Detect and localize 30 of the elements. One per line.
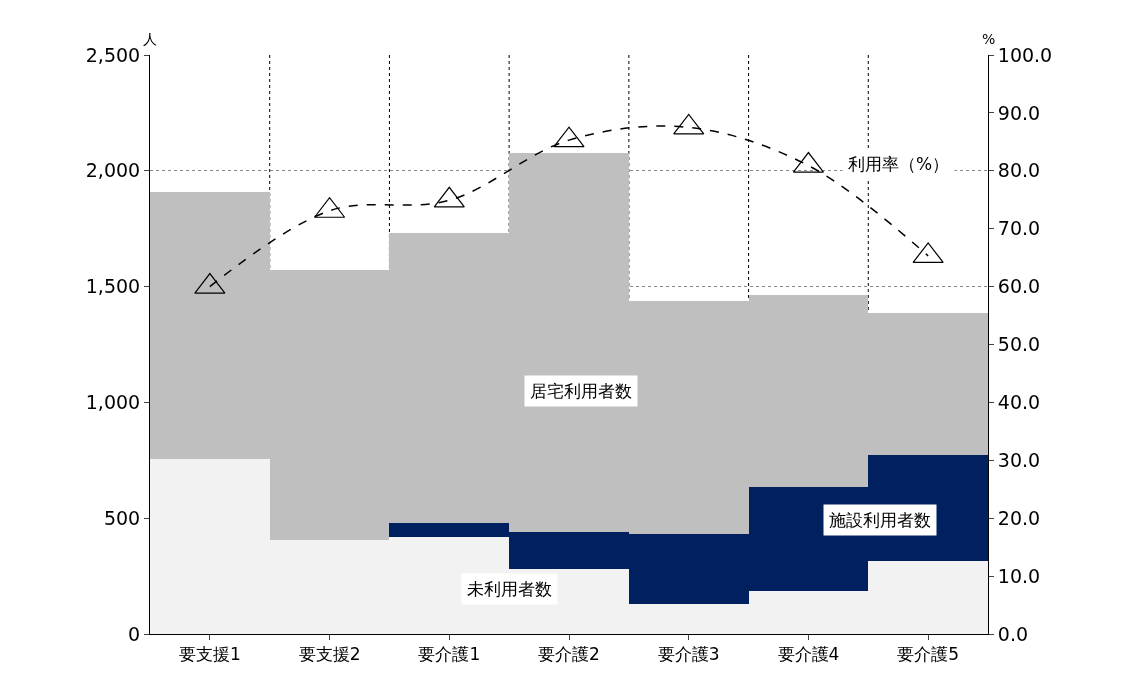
x-tick-label: 要支援1 [178, 644, 241, 665]
series-label: 施設利用者数 [829, 510, 931, 530]
x-tick-label: 要介護2 [538, 644, 600, 665]
x-tick-label: 要介護3 [657, 644, 720, 665]
y2-tick-label: 50.0 [997, 333, 1041, 356]
x-tick-label: 要支援2 [298, 644, 361, 665]
y-tick-label: 1,000 [85, 391, 141, 414]
y2-tick-label: 20.0 [997, 506, 1041, 529]
x-tick-label: 要介護4 [777, 644, 840, 665]
y-tick-label: 0 [128, 622, 141, 645]
y2-tick-label: 100.0 [997, 43, 1053, 66]
y2-axis-title: % [982, 31, 996, 47]
y-tick-label: 2,000 [85, 159, 141, 182]
y2-tick-label: 30.0 [997, 448, 1041, 471]
y2-tick-label: 70.0 [997, 217, 1041, 240]
y2-tick-label: 40.0 [997, 391, 1041, 414]
y-axis-title: 人 [143, 31, 157, 47]
y2-tick-label: 60.0 [997, 275, 1041, 298]
y2-tick-label: 0.0 [997, 622, 1029, 645]
y2-tick-label: 10.0 [997, 564, 1041, 587]
x-tick-label: 要介護5 [897, 644, 960, 665]
series-label: 未利用者数 [467, 579, 552, 599]
series-label: 居宅利用者数 [530, 381, 632, 401]
y2-tick-label: 80.0 [997, 159, 1041, 182]
y-tick-label: 500 [103, 506, 141, 529]
y-tick-label: 1,500 [85, 275, 141, 298]
y-tick-label: 2,500 [85, 43, 141, 66]
x-tick-label: 要介護1 [418, 644, 481, 665]
y2-tick-label: 90.0 [997, 101, 1041, 124]
series-label: 利用率（%） [848, 154, 950, 174]
